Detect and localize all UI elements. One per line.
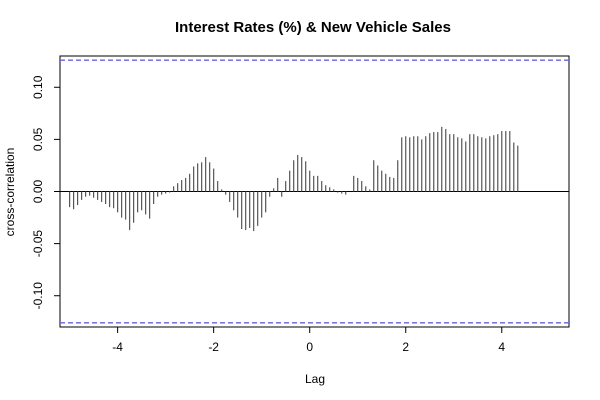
y-tick-label: 0.05 bbox=[31, 127, 45, 151]
y-tick-label: 0.00 bbox=[31, 179, 45, 203]
y-axis-label: cross-correlation bbox=[3, 148, 17, 237]
x-tick-label: 0 bbox=[306, 340, 313, 354]
x-tick-label: -2 bbox=[208, 340, 219, 354]
x-axis-label: Lag bbox=[305, 372, 325, 386]
bars bbox=[69, 126, 519, 232]
x-tick-label: -4 bbox=[112, 340, 123, 354]
confidence-bounds bbox=[60, 59, 569, 324]
x-axis: -4 -2 0 2 4 bbox=[112, 327, 505, 354]
y-axis: -0.10 -0.05 0.00 0.05 0.10 bbox=[31, 75, 60, 309]
x-tick-label: 4 bbox=[498, 340, 505, 354]
y-tick-label: 0.10 bbox=[31, 75, 45, 99]
y-tick-label: -0.10 bbox=[31, 282, 45, 310]
y-tick-label: -0.05 bbox=[31, 230, 45, 258]
x-tick-label: 2 bbox=[402, 340, 409, 354]
chart-title: Interest Rates (%) & New Vehicle Sales bbox=[175, 19, 451, 36]
